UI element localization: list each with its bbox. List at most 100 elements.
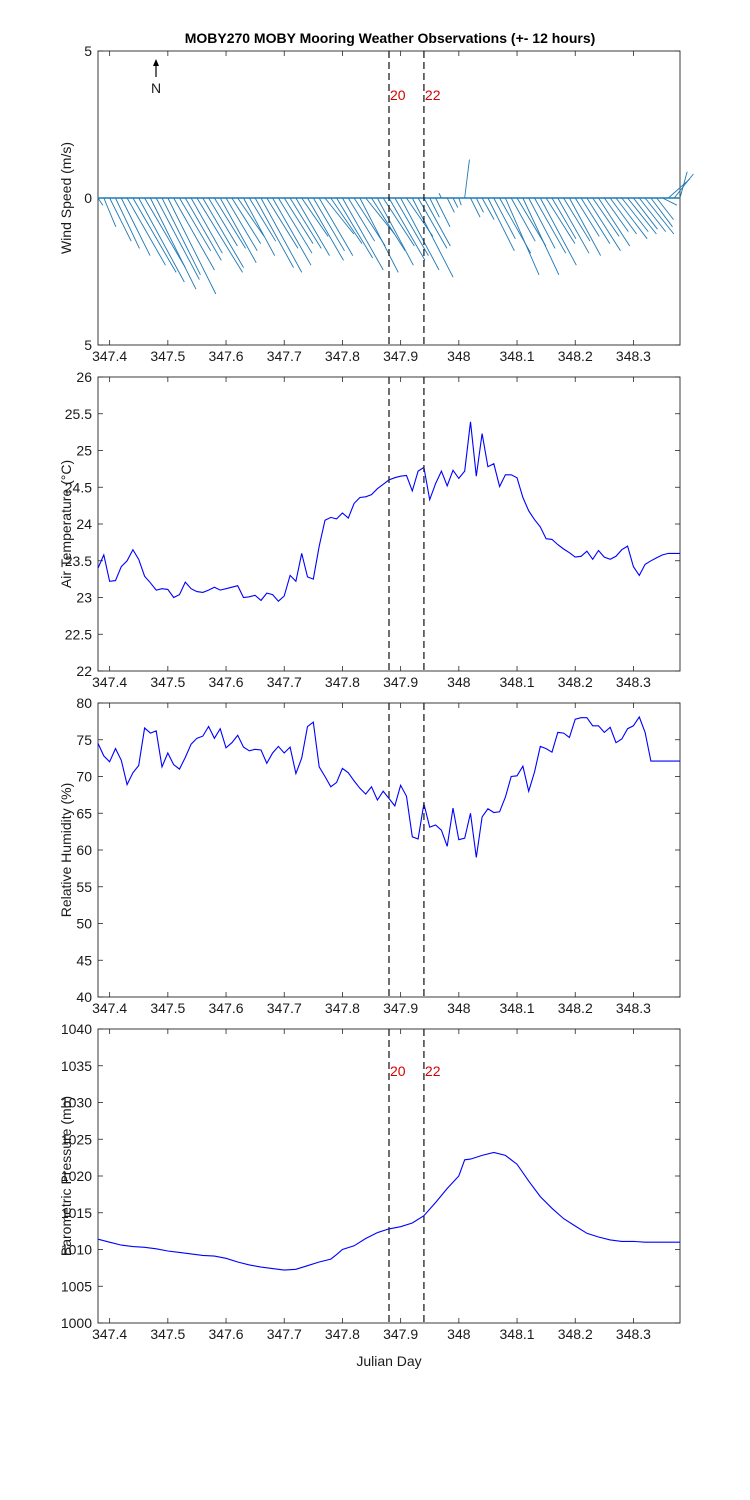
x-tick-label: 347.9 bbox=[383, 348, 418, 364]
wind-vector bbox=[656, 197, 674, 220]
y-tick-label: 23.5 bbox=[65, 553, 92, 569]
y-tick-label: 1005 bbox=[61, 1278, 92, 1294]
wind-vector bbox=[173, 197, 215, 271]
wind-vector bbox=[260, 197, 303, 273]
x-tick-label: 347.6 bbox=[209, 1326, 244, 1342]
wind-vector bbox=[301, 197, 329, 237]
wind-vector bbox=[342, 197, 384, 271]
y-tick-label: 70 bbox=[76, 769, 92, 785]
wind-vector bbox=[138, 197, 185, 283]
x-tick-label: 347.4 bbox=[92, 674, 127, 690]
wind-vector bbox=[510, 197, 536, 242]
wind-vector bbox=[563, 197, 591, 242]
wind-vector bbox=[214, 197, 246, 249]
wind-vector bbox=[330, 197, 363, 244]
y-tick-label: 1015 bbox=[61, 1205, 92, 1221]
wind-vector bbox=[446, 197, 455, 213]
wind-vector bbox=[475, 197, 484, 213]
wind-vector bbox=[196, 197, 243, 273]
wind-vector bbox=[644, 197, 675, 235]
y-tick-label: 1025 bbox=[61, 1131, 92, 1147]
x-tick-label: 347.9 bbox=[383, 1326, 418, 1342]
y-tick-label: 1040 bbox=[61, 1021, 92, 1037]
wind-vector bbox=[295, 197, 330, 256]
wind-vector bbox=[248, 197, 277, 242]
x-tick-label: 348 bbox=[447, 348, 471, 364]
wind-vector bbox=[272, 197, 312, 266]
wind-vector bbox=[278, 197, 313, 254]
marker-label: 22 bbox=[425, 1063, 441, 1079]
wind-vector bbox=[155, 197, 200, 280]
x-tick-label: 348 bbox=[447, 1000, 471, 1016]
wind-vector bbox=[283, 197, 314, 244]
wind-vector bbox=[318, 197, 354, 256]
wind-vector bbox=[609, 197, 637, 235]
data-line bbox=[97, 715, 680, 858]
wind-vector bbox=[388, 197, 426, 261]
wind-vector bbox=[254, 197, 294, 268]
wind-vector bbox=[539, 197, 577, 266]
wind-vector bbox=[394, 197, 429, 256]
wind-vector bbox=[534, 197, 567, 254]
y-axis-label: Barometric Pressure (mb) bbox=[58, 1096, 74, 1256]
y-tick-label: 1020 bbox=[61, 1168, 92, 1184]
wind-vector bbox=[376, 197, 414, 266]
wind-vector bbox=[487, 197, 515, 252]
wind-vector bbox=[673, 173, 694, 199]
wind-vector bbox=[668, 178, 691, 199]
wind-vector bbox=[266, 197, 299, 249]
y-tick-label: 80 bbox=[76, 695, 92, 711]
wind-vector bbox=[435, 197, 451, 228]
y-tick-label: 22.5 bbox=[65, 626, 92, 642]
x-tick-label: 348.3 bbox=[616, 1326, 651, 1342]
wind-vector bbox=[324, 197, 355, 235]
wind-vector bbox=[470, 197, 481, 218]
marker-label: 22 bbox=[425, 87, 441, 103]
wind-vector bbox=[243, 197, 276, 256]
wind-vector bbox=[120, 197, 151, 256]
y-axis-label: Air Temperature (°C) bbox=[58, 460, 74, 588]
wind-vector bbox=[569, 197, 602, 256]
wind-vector bbox=[603, 197, 629, 232]
wind-vector bbox=[371, 197, 406, 252]
wind-vector bbox=[633, 197, 658, 230]
y-tick-label: 23 bbox=[76, 590, 92, 606]
wind-vector bbox=[580, 197, 611, 244]
wind-vector bbox=[481, 197, 495, 220]
x-tick-label: 348 bbox=[447, 674, 471, 690]
y-tick-label: 22 bbox=[76, 663, 92, 679]
panel-3: 347.4 347.5 347.6 347.7 347.8 347.9 348 348.1 34… bbox=[58, 695, 681, 1016]
y-tick-label: 60 bbox=[76, 842, 92, 858]
wind-vector bbox=[493, 197, 516, 240]
x-tick-label: 347.6 bbox=[209, 348, 244, 364]
wind-vector bbox=[132, 197, 177, 273]
wind-vector bbox=[423, 197, 451, 247]
wind-vector bbox=[202, 197, 244, 268]
wind-vector bbox=[161, 197, 201, 276]
wind-vector bbox=[336, 197, 374, 259]
x-tick-label: 348.3 bbox=[616, 674, 651, 690]
x-tick-label: 347.4 bbox=[92, 348, 127, 364]
wind-vector bbox=[289, 197, 322, 249]
wind-vector bbox=[190, 197, 223, 254]
x-tick-label: 347.4 bbox=[92, 1000, 127, 1016]
y-tick-label: 1010 bbox=[61, 1242, 92, 1258]
y-axis-label: Relative Humidity (%) bbox=[58, 783, 74, 918]
x-tick-label: 348.2 bbox=[558, 348, 593, 364]
wind-vector bbox=[109, 197, 132, 242]
wind-vector bbox=[365, 197, 395, 235]
wind-vector bbox=[522, 197, 560, 275]
x-tick-label: 347.9 bbox=[383, 674, 418, 690]
wind-vector bbox=[167, 197, 217, 295]
x-axis-label: Julian Day bbox=[356, 1353, 421, 1369]
y-tick-label: 1035 bbox=[61, 1058, 92, 1074]
y-tick-label: 0 bbox=[84, 190, 92, 206]
y-tick-label: 40 bbox=[76, 989, 92, 1005]
wind-vector bbox=[103, 197, 117, 227]
x-tick-label: 347.8 bbox=[325, 1000, 360, 1016]
wind-vector bbox=[504, 197, 540, 275]
wind-vector bbox=[429, 197, 440, 218]
wind-vector bbox=[411, 197, 454, 278]
chart-title: MOBY270 MOBY Mooring Weather Observation… bbox=[185, 30, 596, 46]
